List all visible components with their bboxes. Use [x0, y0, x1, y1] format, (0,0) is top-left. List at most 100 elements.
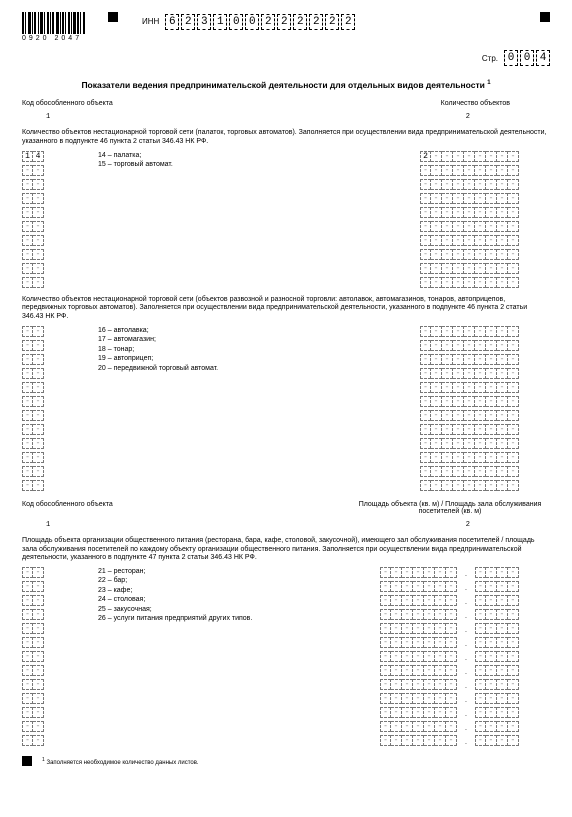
grid-cell: - — [446, 637, 457, 648]
grid-cell: - — [497, 326, 508, 337]
grid-cell: - — [464, 263, 475, 274]
grid-cell: - — [497, 466, 508, 477]
grid-cell: - — [475, 382, 486, 393]
grid-cell: - — [22, 452, 33, 463]
grid-cell: - — [22, 382, 33, 393]
grid-cell: - — [424, 721, 435, 732]
grid-cell: - — [497, 235, 508, 246]
grid-cell: - — [497, 637, 508, 648]
grid-cell: - — [508, 480, 519, 491]
grid-cell: - — [508, 249, 519, 260]
grid-cell: - — [33, 679, 44, 690]
grid-cell: - — [33, 235, 44, 246]
grid-cell: - — [380, 609, 391, 620]
s1-right-label: Количество объектов — [441, 100, 550, 107]
grid-cell: - — [402, 721, 413, 732]
grid-cell: - — [508, 707, 519, 718]
grid-cell: - — [475, 340, 486, 351]
grid-cell: - — [22, 179, 33, 190]
decimal-sep: . — [465, 655, 467, 662]
decimal-sep: . — [465, 585, 467, 592]
s1-desc: Количество объектов нестационарной торго… — [22, 129, 550, 147]
grid-cell: - — [431, 249, 442, 260]
grid-cell: - — [33, 609, 44, 620]
grid-cell: - — [431, 368, 442, 379]
grid-cell: - — [497, 221, 508, 232]
grid-cell: - — [497, 151, 508, 162]
s3-right-label: Площадь объекта (кв. м) / Площадь зала о… — [350, 501, 550, 515]
s3-ghost-right: 2 — [442, 521, 550, 529]
grid-cell: - — [446, 651, 457, 662]
grid-cell: - — [420, 410, 431, 421]
grid-cell: - — [391, 609, 402, 620]
grid-cell: - — [33, 480, 44, 491]
grid-cell: - — [442, 340, 453, 351]
grid-cell: - — [22, 249, 33, 260]
grid-cell: - — [453, 165, 464, 176]
legend-item: 15 – торговый автомат. — [98, 160, 404, 169]
grid-cell: - — [435, 707, 446, 718]
marker-top-left — [108, 12, 118, 22]
grid-cell: - — [413, 609, 424, 620]
decimal-sep: . — [465, 669, 467, 676]
grid-cell: - — [33, 452, 44, 463]
grid-cell: - — [453, 221, 464, 232]
legend-item: 20 – передвижной торговый автомат. — [98, 364, 404, 373]
grid-cell: - — [508, 221, 519, 232]
grid-cell: - — [424, 581, 435, 592]
marker-top-right — [540, 12, 550, 22]
grid-cell: - — [442, 277, 453, 288]
grid-cell: - — [453, 340, 464, 351]
grid-cell: - — [424, 595, 435, 606]
grid-cell: - — [508, 693, 519, 704]
barcode: 0920 2047 — [22, 12, 94, 42]
grid-cell: - — [380, 665, 391, 676]
grid-cell: - — [508, 410, 519, 421]
grid-cell: - — [464, 179, 475, 190]
grid-cell: - — [431, 438, 442, 449]
legend-item: 14 – палатка; — [98, 151, 404, 160]
grid-cell: - — [442, 438, 453, 449]
grid-cell: - — [435, 609, 446, 620]
grid-cell: - — [508, 277, 519, 288]
grid-cell: - — [508, 396, 519, 407]
grid-cell: - — [497, 679, 508, 690]
grid-cell: - — [402, 637, 413, 648]
cell: 1 — [213, 14, 227, 30]
cell: 2 — [309, 14, 323, 30]
grid-cell: - — [424, 665, 435, 676]
grid-cell: - — [464, 466, 475, 477]
grid-cell: - — [22, 480, 33, 491]
grid-cell: - — [475, 581, 486, 592]
grid-cell: - — [453, 249, 464, 260]
barcode-number: 0920 2047 — [22, 35, 94, 42]
grid-cell: - — [508, 637, 519, 648]
grid-cell: - — [508, 179, 519, 190]
grid-cell: - — [508, 263, 519, 274]
grid-cell: - — [464, 235, 475, 246]
grid-cell: - — [464, 410, 475, 421]
grid-cell: - — [22, 396, 33, 407]
grid-cell: - — [22, 679, 33, 690]
grid-cell: - — [486, 235, 497, 246]
grid-cell: - — [435, 595, 446, 606]
grid-cell: - — [475, 263, 486, 274]
s3-legend: 21 – ресторан;22 – бар;23 – кафе;24 – ст… — [98, 567, 364, 746]
grid-cell: - — [413, 567, 424, 578]
grid-cell: - — [508, 735, 519, 746]
s2-legend: 16 – автолавка;17 – автомагазин;18 – тон… — [98, 326, 404, 491]
grid-cell: - — [453, 326, 464, 337]
grid-cell: - — [486, 396, 497, 407]
grid-cell: - — [497, 595, 508, 606]
grid-cell: - — [442, 382, 453, 393]
cell: 2 — [261, 14, 275, 30]
grid-cell: - — [22, 665, 33, 676]
grid-cell: - — [22, 595, 33, 606]
s1-left-label: Код обособленного объекта — [22, 100, 113, 107]
grid-cell: - — [435, 581, 446, 592]
legend-item: 24 – столовая; — [98, 595, 364, 604]
grid-cell: - — [442, 235, 453, 246]
grid-cell: - — [33, 221, 44, 232]
grid-cell: - — [431, 410, 442, 421]
barcode-bars — [22, 12, 94, 34]
